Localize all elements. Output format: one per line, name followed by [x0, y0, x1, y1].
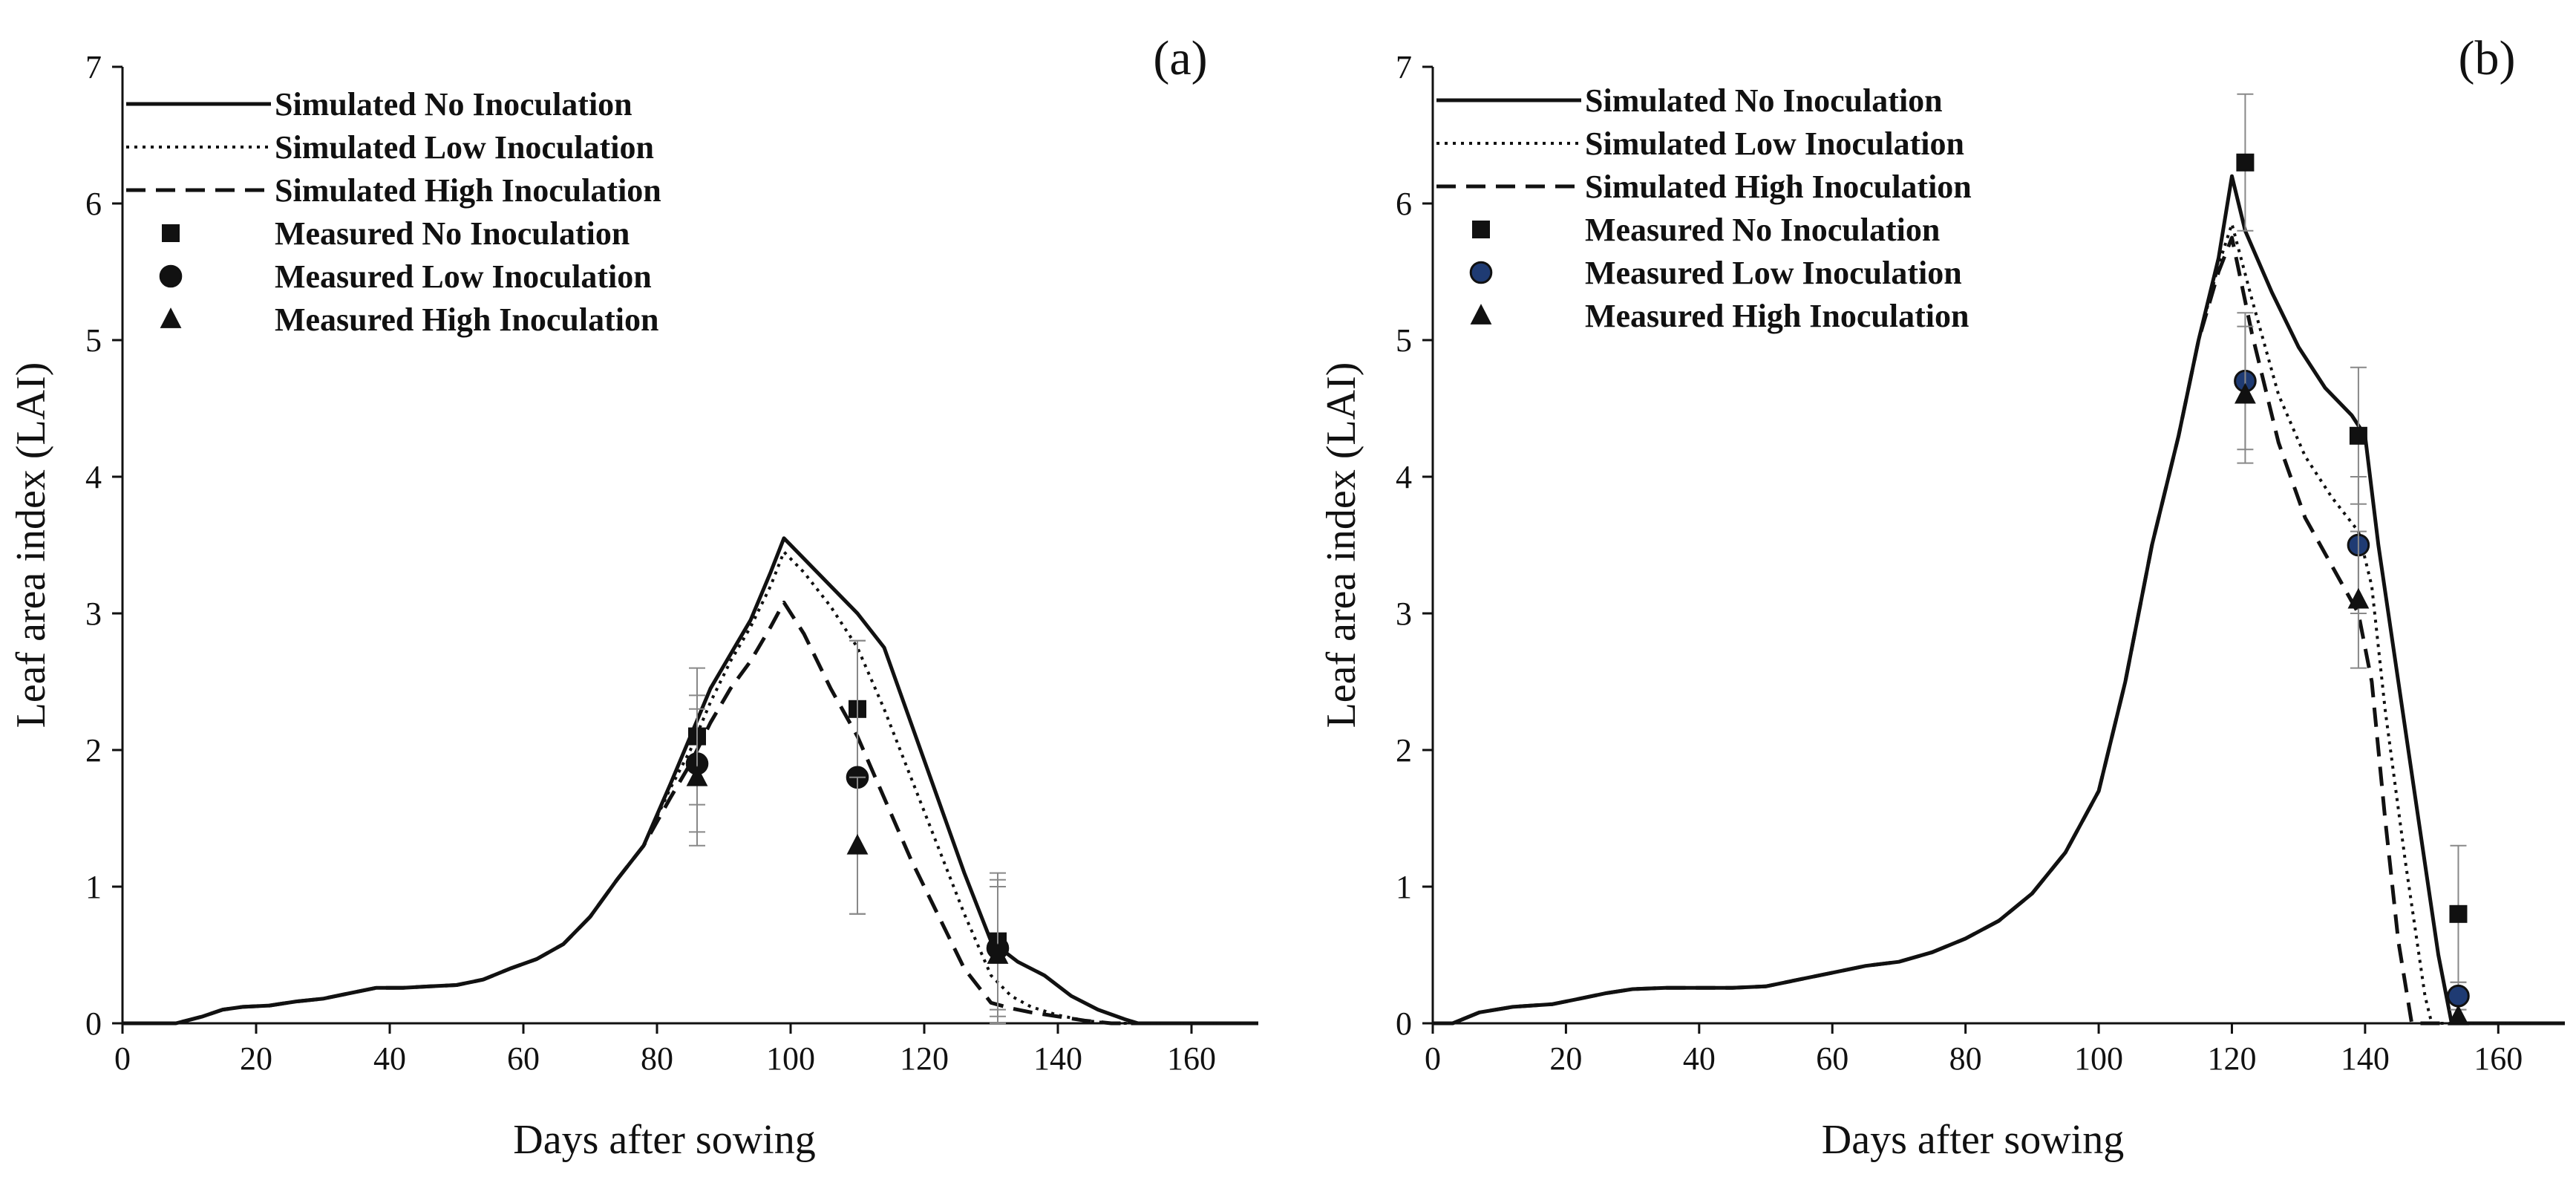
x-tick-label: 0	[114, 1040, 131, 1077]
y-tick-label: 1	[85, 869, 102, 905]
x-tick-label: 20	[240, 1040, 272, 1077]
measured-high-inoculation-point	[2448, 1004, 2469, 1026]
x-tick-label: 0	[1425, 1040, 1441, 1077]
x-axis-label: Days after sowing	[513, 1117, 815, 1163]
legend-measured-high-inoculation-label: Measured High Inoculation	[275, 301, 658, 338]
simulated-high-inoculation-line	[122, 600, 1258, 1026]
legend-measured-high-inoculation-label: Measured High Inoculation	[1585, 298, 1969, 334]
measured-no-inoculation-point	[2449, 904, 2468, 923]
y-tick-label: 0	[85, 1005, 102, 1042]
simulated-high-inoculation-line	[1433, 235, 2565, 1026]
legend-simulated-high-inoculation-label: Simulated High Inoculation	[1585, 169, 1972, 205]
legend-measured-low-inoculation-label: Measured Low Inoculation	[275, 258, 652, 295]
panel-label: (b)	[2459, 31, 2516, 85]
y-tick-label: 5	[85, 322, 102, 359]
x-tick-label: 60	[1816, 1040, 1848, 1077]
y-tick-label: 5	[1396, 322, 1412, 359]
x-tick-label: 80	[641, 1040, 673, 1077]
x-tick-label: 160	[1167, 1040, 1216, 1077]
legend-measured-no-inoculation-label: Measured No Inoculation	[275, 215, 630, 252]
panel-b: 0 1 2 3 4 5 6 7 0 20 40 60 80 100 120 140 160 Days after …	[1318, 31, 2565, 1163]
y-tick-label: 4	[85, 459, 102, 495]
measured-no-inoculation-point	[2349, 426, 2367, 445]
x-tick-label: 160	[2474, 1040, 2523, 1077]
legend-simulated-low-inoculation-label: Simulated Low Inoculation	[275, 129, 654, 166]
x-tick-label: 40	[1683, 1040, 1716, 1077]
y-axis-label: Leaf area index (LAI)	[8, 362, 54, 728]
legend-measured-no-inoculation-swatch	[1472, 221, 1490, 238]
measured-high-inoculation-point	[846, 833, 869, 855]
x-tick-label: 120	[2207, 1040, 2256, 1077]
legend-simulated-no-inoculation-label: Simulated No Inoculation	[275, 86, 632, 123]
legend-measured-low-inoculation-swatch	[1469, 261, 1493, 284]
y-tick-label: 0	[1396, 1005, 1412, 1042]
legend-measured-no-inoculation-swatch	[162, 224, 180, 242]
legend-simulated-no-inoculation-label: Simulated No Inoculation	[1585, 82, 1943, 119]
legend-measured-high-inoculation-swatch	[160, 307, 182, 328]
y-axis-label: Leaf area index (LAI)	[1318, 362, 1364, 728]
y-tick-label: 7	[1396, 49, 1412, 85]
legend-measured-low-inoculation-label: Measured Low Inoculation	[1585, 255, 1962, 291]
legend-measured-low-inoculation-swatch	[159, 264, 183, 288]
x-tick-label: 140	[1033, 1040, 1082, 1077]
measured-high-inoculation-point	[2347, 587, 2370, 609]
y-tick-label: 3	[85, 596, 102, 632]
x-tick-label: 140	[2341, 1040, 2390, 1077]
x-axis-label: Days after sowing	[1822, 1117, 2124, 1163]
measured-no-inoculation-point	[2236, 153, 2255, 172]
measured-high-inoculation-point	[987, 943, 1009, 964]
y-tick-label: 1	[1396, 869, 1412, 905]
y-tick-label: 6	[85, 186, 102, 222]
measured-high-inoculation-point	[686, 765, 708, 786]
y-tick-label: 6	[1396, 186, 1412, 222]
measured-low-inoculation-point	[2447, 984, 2470, 1008]
y-tick-label: 2	[1396, 732, 1412, 769]
legend-measured-high-inoculation-swatch	[1470, 304, 1492, 325]
x-tick-label: 20	[1549, 1040, 1582, 1077]
panel-a: 0 1 2 3 4 5 6 7 0 20 40 60 80 100 120 140 160 Days after …	[8, 31, 1258, 1163]
y-tick-label: 4	[1396, 459, 1412, 495]
measured-high-inoculation-point	[2235, 382, 2256, 404]
y-tick-label: 3	[1396, 596, 1412, 632]
legend-simulated-high-inoculation-label: Simulated High Inoculation	[275, 172, 661, 209]
y-tick-label: 7	[85, 49, 102, 85]
x-tick-label: 100	[2074, 1040, 2123, 1077]
x-tick-label: 60	[507, 1040, 540, 1077]
legend-measured-no-inoculation-label: Measured No Inoculation	[1585, 212, 1940, 248]
simulated-low-inoculation-line	[1433, 222, 2565, 1025]
legend-simulated-low-inoculation-label: Simulated Low Inoculation	[1585, 125, 1964, 162]
x-tick-label: 40	[373, 1040, 406, 1077]
panel-label: (a)	[1153, 31, 1207, 85]
y-tick-label: 2	[85, 732, 102, 769]
x-tick-label: 80	[1949, 1040, 1982, 1077]
x-tick-label: 120	[900, 1040, 949, 1077]
x-tick-label: 100	[766, 1040, 815, 1077]
simulated-low-inoculation-line	[122, 550, 1258, 1025]
